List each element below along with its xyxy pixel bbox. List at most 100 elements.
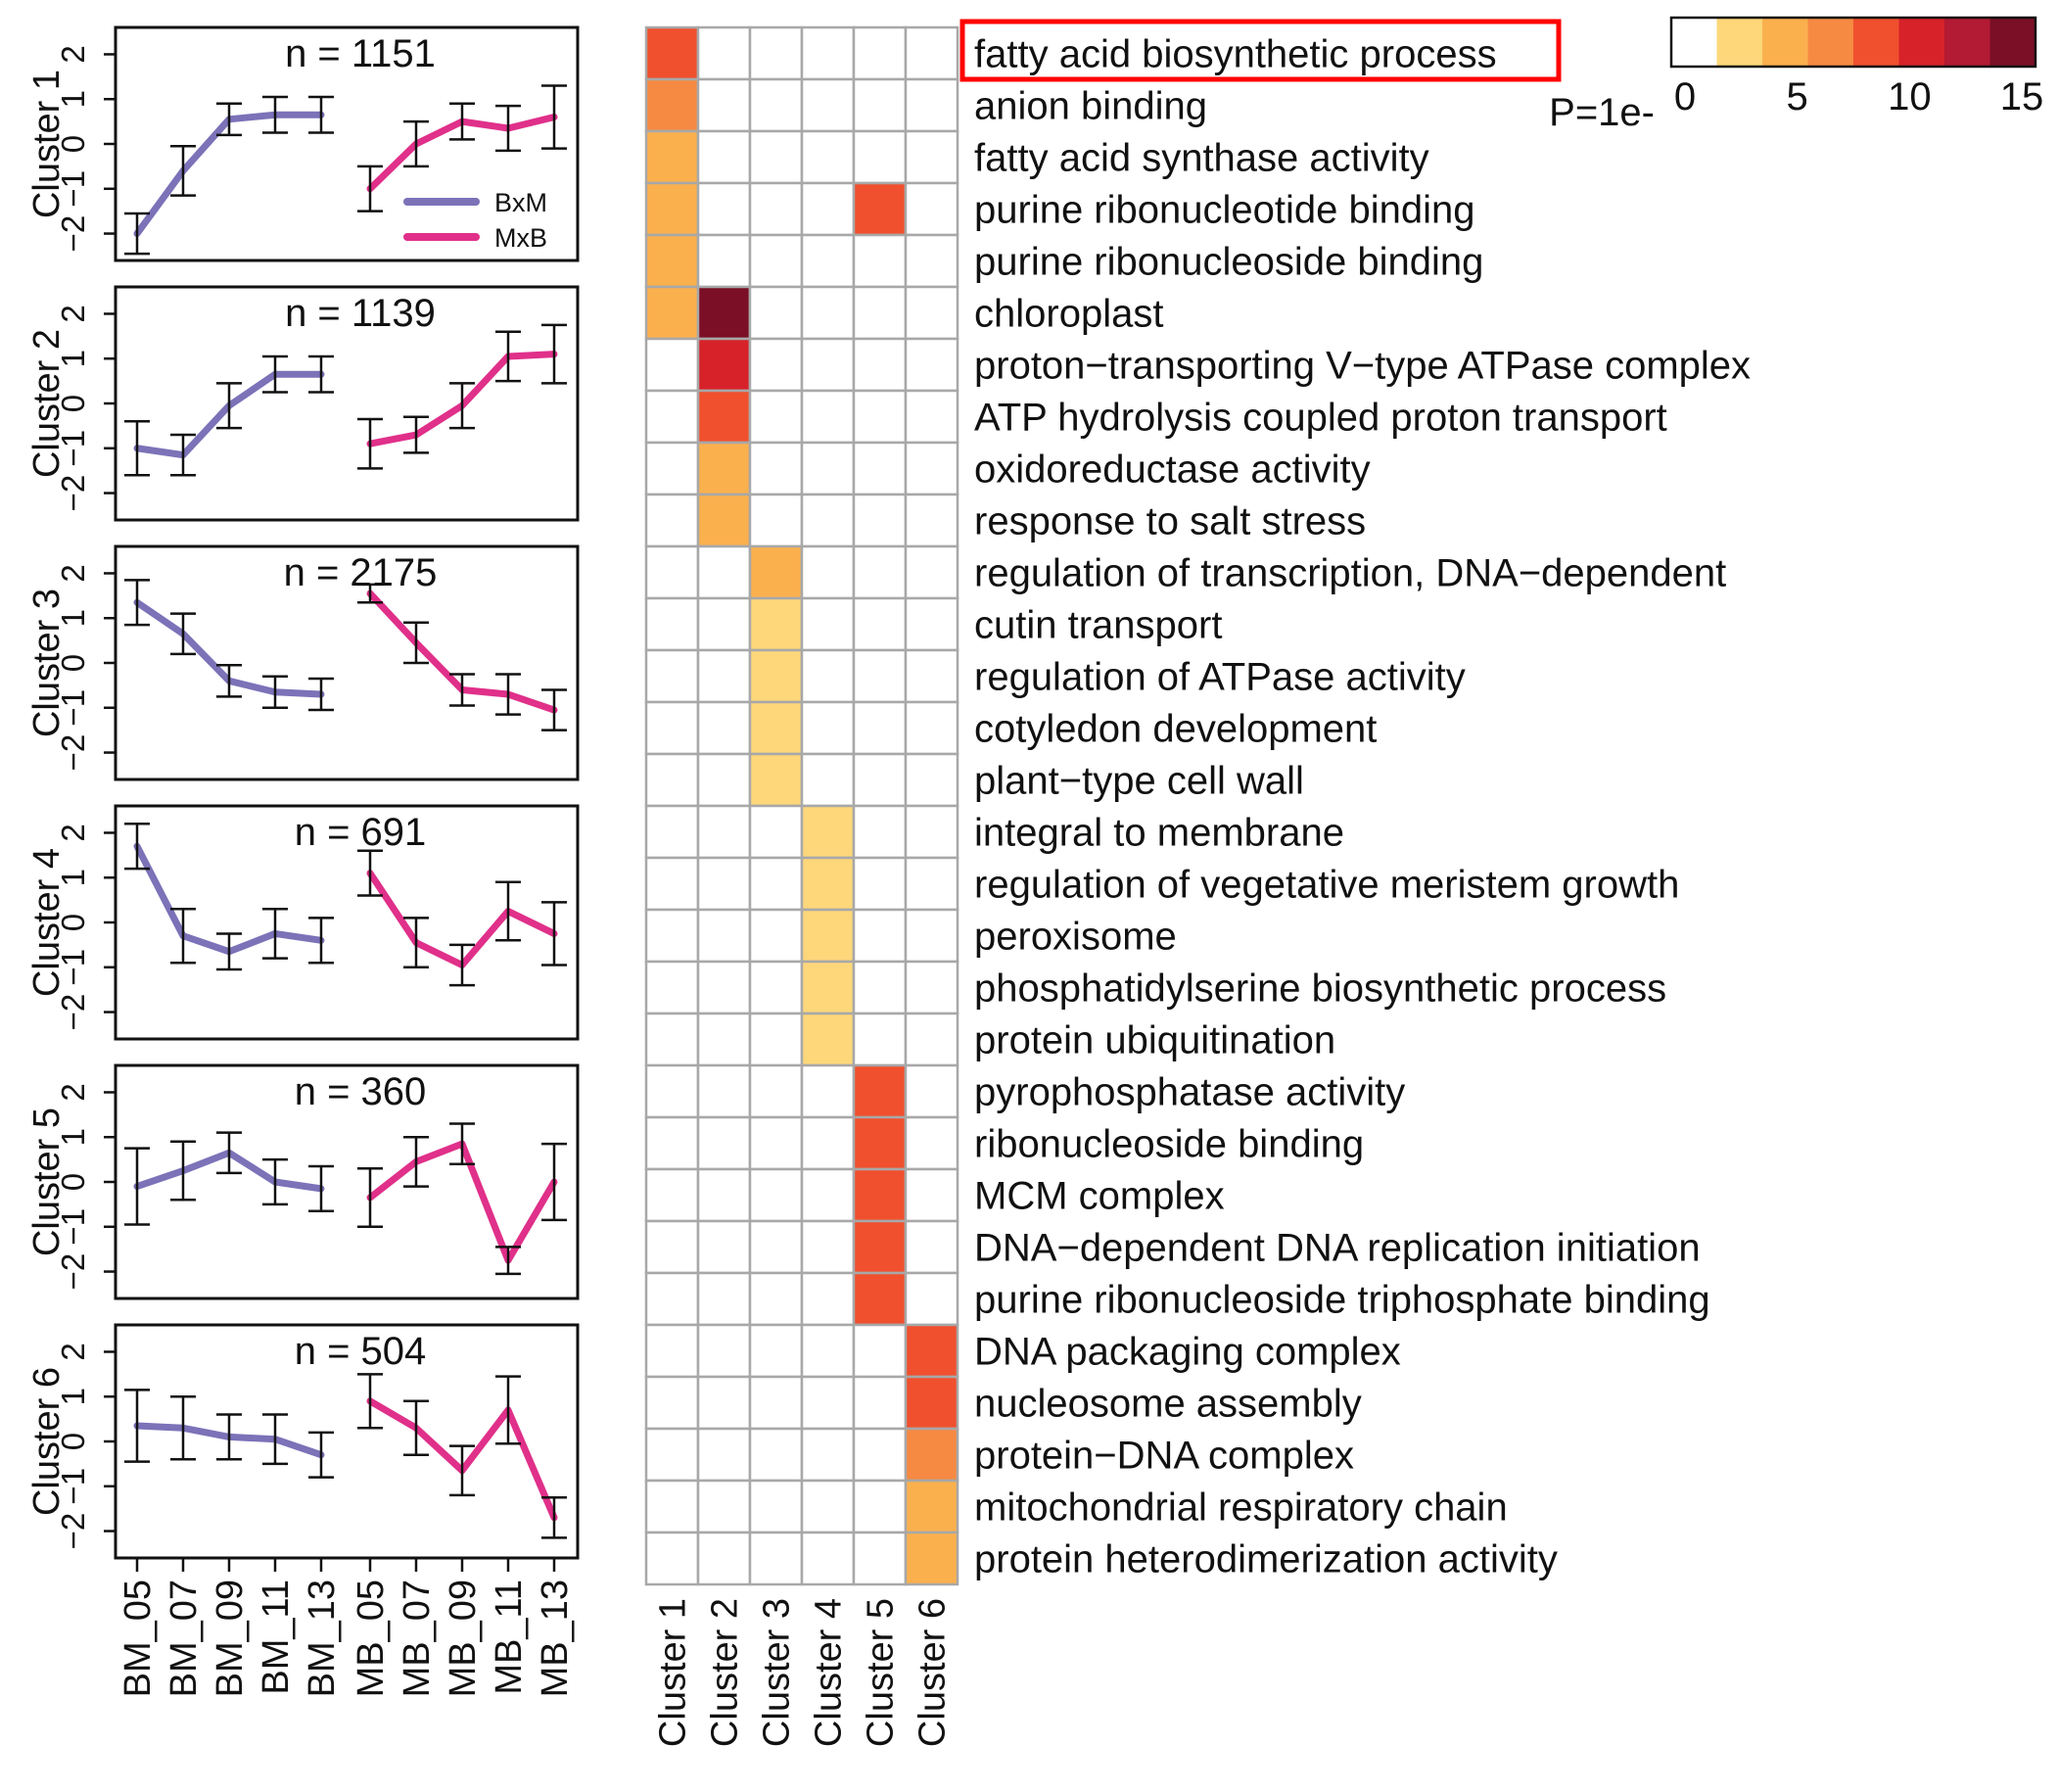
heatmap-cell: [748, 233, 804, 289]
mxb-error-bar: [541, 84, 567, 150]
mxb-error-bar: [403, 1399, 429, 1456]
heatmap-cell: [852, 960, 908, 1015]
colorbar-tick-label: 5: [1787, 75, 1808, 118]
heatmap-cell: [644, 960, 700, 1015]
heatmap-cell: [644, 233, 700, 289]
mxb-error-bar: [495, 1375, 521, 1445]
heatmap-cell: [800, 1219, 856, 1275]
heatmap-cell: [696, 1063, 752, 1119]
cluster-label: Cluster 1: [26, 70, 68, 218]
mxb-error-bar: [541, 1495, 567, 1539]
heatmap-cell: [800, 441, 856, 496]
heatmap-cell: [800, 1427, 856, 1483]
y-tick-label: −2: [55, 734, 91, 772]
heatmap-cell: [748, 285, 804, 341]
heatmap-cell: [852, 77, 908, 133]
bxm-error-bar: [308, 1431, 334, 1479]
colorbar-segment: [1853, 18, 1899, 67]
bxm-error-bar: [170, 908, 196, 965]
heatmap-cell: [852, 908, 908, 964]
highlight-box: [959, 19, 1562, 82]
heatmap-cell: [904, 856, 959, 912]
heatmap-cell: [748, 1063, 804, 1119]
heatmap-cell: [696, 1323, 752, 1379]
bxm-error-bar: [262, 354, 288, 394]
heatmap-cell: [852, 544, 908, 600]
cluster-line-panels: −2 −1 0 1 2 Cluster 1 n = 1151 BxM MxB −2 −1 0 1 2 Clu…: [26, 25, 580, 1560]
cluster-panel-2: −2 −1 0 1 2 Cluster 2 n = 1139: [26, 285, 580, 522]
cluster-count: n = 360: [295, 1070, 427, 1113]
heatmap-cell: [904, 596, 959, 652]
heatmap-cell: [800, 181, 856, 237]
heatmap-cell: [904, 1531, 959, 1586]
y-tick-label: −1: [55, 689, 91, 727]
heatmap-cell: [800, 544, 856, 600]
bxm-error-bar: [262, 95, 288, 134]
heatmap-cell: [852, 337, 908, 393]
heatmap-cell: [800, 1531, 856, 1586]
heatmap-cell: [644, 1219, 700, 1275]
go-term-label: integral to membrane: [974, 812, 1344, 855]
heatmap-cell: [748, 129, 804, 185]
bxm-error-bar: [170, 1394, 196, 1461]
heatmap-cell: [904, 25, 959, 81]
heatmap-cell: [904, 285, 959, 341]
heatmap-cell: [748, 77, 804, 133]
bxm-error-bar: [170, 612, 196, 656]
y-tick-label: 1: [55, 1128, 91, 1146]
heatmap-cell: [800, 1323, 856, 1379]
heatmap-cell: [904, 1063, 959, 1119]
colorbar-segment: [1762, 18, 1808, 67]
colorbar: 0 5 10 15 P=1e-: [1549, 16, 2044, 134]
heatmap-cell: [904, 960, 959, 1015]
heatmap-cell: [852, 856, 908, 912]
heatmap-cell: [644, 1167, 700, 1223]
go-term-label: ribonucleoside binding: [974, 1123, 1364, 1166]
heatmap-cell: [852, 1063, 908, 1119]
y-tick-label: 2: [55, 305, 91, 322]
heatmap-cell: [748, 1167, 804, 1223]
heatmap-cell: [696, 1167, 752, 1223]
cluster-label: Cluster 6: [26, 1367, 68, 1516]
legend-label-mxb: MxB: [494, 223, 547, 253]
cluster-count: n = 504: [295, 1330, 427, 1373]
cluster-label: Cluster 2: [26, 329, 68, 478]
heatmap-cell: [696, 1375, 752, 1431]
cluster-count: n = 1139: [285, 292, 436, 335]
heatmap-cell: [852, 648, 908, 704]
colorbar-tick-label: 15: [2000, 75, 2044, 118]
cluster-column-label: Cluster 5: [861, 1598, 902, 1747]
heatmap-cell: [800, 648, 856, 704]
bxm-error-bar: [216, 102, 242, 137]
heatmap-cell: [748, 908, 804, 964]
y-tick-label: −1: [55, 1208, 91, 1246]
bxm-error-bar: [308, 95, 334, 134]
heatmap-cell: [904, 1219, 959, 1275]
x-tick-label: BM_11: [256, 1580, 297, 1695]
heatmap-cell: [696, 129, 752, 185]
mxb-error-bar: [449, 1444, 475, 1497]
heatmap-cell: [904, 908, 959, 964]
x-tick-label: BM_09: [210, 1580, 251, 1697]
heatmap-cell: [644, 389, 700, 445]
heatmap-cell: [800, 1375, 856, 1431]
cluster-column-label: Cluster 1: [653, 1598, 694, 1747]
heatmap-cell: [800, 77, 856, 133]
heatmap-cell: [904, 544, 959, 600]
heatmap-cell: [644, 129, 700, 185]
heatmap-cell: [644, 700, 700, 756]
go-term-label: anion binding: [974, 85, 1207, 128]
heatmap-cell: [748, 1479, 804, 1534]
heatmap-cell: [644, 804, 700, 860]
heatmap-cell: [696, 1531, 752, 1586]
heatmap-cell: [800, 700, 856, 756]
heatmap-cell: [748, 1219, 804, 1275]
heatmap-cell: [748, 493, 804, 548]
x-tick-label: MB_07: [397, 1580, 438, 1697]
heatmap-cell: [852, 1479, 908, 1534]
heatmap-cell: [852, 1531, 908, 1586]
cluster-panel-5: −2 −1 0 1 2 Cluster 5 n = 360: [26, 1063, 580, 1300]
heatmap-cell: [852, 25, 908, 81]
heatmap-cell: [696, 648, 752, 704]
heatmap-cell: [904, 77, 959, 133]
